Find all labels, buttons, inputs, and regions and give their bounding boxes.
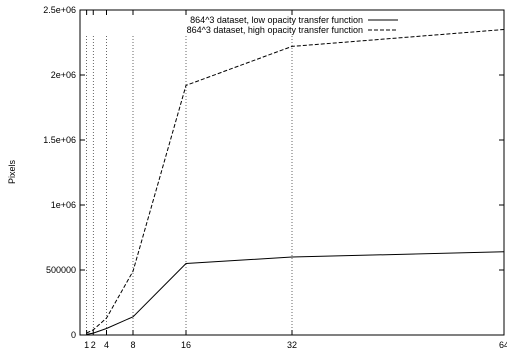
y-tick-label-5: 2.5e+06 xyxy=(43,5,76,15)
legend: 864^3 dataset, low opacity transfer func… xyxy=(187,15,398,35)
y-tick-label-1: 500000 xyxy=(46,265,76,275)
y-tick-label-0: 0 xyxy=(71,330,76,340)
x-ticks: 1 2 4 8 16 32 64 xyxy=(84,10,507,350)
x-tick-label-2: 4 xyxy=(104,340,109,350)
series-layer xyxy=(86,29,505,335)
grid-layer xyxy=(86,36,293,335)
x-tick-label-1: 2 xyxy=(91,340,96,350)
x-tick-label-6: 64 xyxy=(499,340,507,350)
legend-label-1: 864^3 dataset, high opacity transfer fun… xyxy=(187,25,363,35)
legend-label-0: 864^3 dataset, low opacity transfer func… xyxy=(190,15,363,25)
series-line-1 xyxy=(86,29,505,334)
y-tick-label-3: 1.5e+06 xyxy=(43,135,76,145)
x-tick-label-4: 16 xyxy=(181,340,191,350)
x-tick-label-3: 8 xyxy=(130,340,135,350)
y-tick-label-2: 1e+06 xyxy=(51,200,76,210)
y-axis-label: Pixels xyxy=(7,160,17,185)
series-line-0 xyxy=(86,251,505,335)
y-ticks: 0 500000 1e+06 1.5e+06 2e+06 2.5e+06 xyxy=(43,5,504,340)
y-tick-label-4: 2e+06 xyxy=(51,70,76,80)
x-tick-label-5: 32 xyxy=(287,340,297,350)
x-tick-label-0: 1 xyxy=(84,340,89,350)
plot-frame xyxy=(79,9,505,336)
